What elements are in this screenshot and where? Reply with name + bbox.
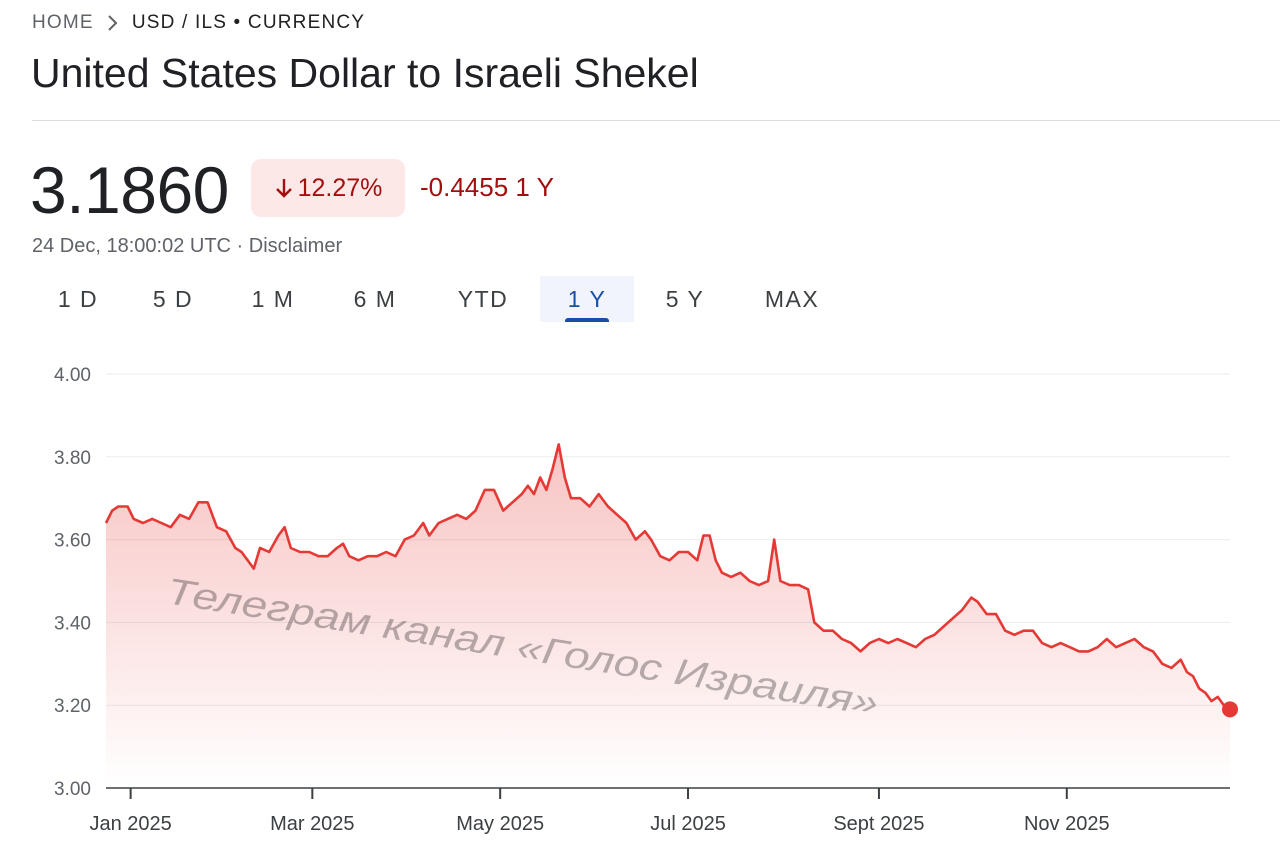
disclaimer-link[interactable]: Disclaimer bbox=[248, 235, 343, 257]
separator: · bbox=[231, 235, 249, 257]
range-tab-label: 1 D bbox=[57, 285, 99, 312]
page-title: United States Dollar to Israeli Shekel bbox=[31, 50, 699, 96]
x-tick-label: Mar 2025 bbox=[270, 813, 355, 835]
change-percent-badge: 12.27% bbox=[251, 159, 405, 217]
y-tick-label: 3.60 bbox=[54, 531, 91, 552]
range-tab-1y[interactable]: 1 Y bbox=[540, 276, 634, 322]
x-tick-label: Sept 2025 bbox=[833, 813, 924, 835]
breadcrumb: HOME USD / ILS • CURRENCY bbox=[32, 12, 365, 34]
range-tab-label: YTD bbox=[457, 285, 509, 312]
change-percent-value: 12.27% bbox=[297, 173, 383, 202]
y-tick-label: 3.40 bbox=[54, 613, 91, 634]
change-absolute: -0.4455 1 Y bbox=[420, 172, 554, 202]
quote-timestamp-row: 24 Dec, 18:00:02 UTC · Disclaimer bbox=[32, 235, 342, 258]
x-tick-label: Jan 2025 bbox=[89, 813, 171, 835]
range-tab-5y[interactable]: 5 Y bbox=[634, 276, 736, 322]
x-tick-label: May 2025 bbox=[456, 813, 544, 835]
x-tick-label: Nov 2025 bbox=[1024, 813, 1110, 835]
breadcrumb-current: USD / ILS • CURRENCY bbox=[131, 12, 366, 33]
active-tab-indicator bbox=[565, 318, 609, 322]
range-tab-label: 1 M bbox=[251, 285, 295, 312]
range-tab-1m[interactable]: 1 M bbox=[222, 276, 324, 322]
y-tick-label: 4.00 bbox=[54, 365, 91, 386]
range-tab-1d[interactable]: 1 D bbox=[32, 276, 124, 322]
y-tick-label: 3.20 bbox=[54, 696, 91, 717]
range-tab-ytd[interactable]: YTD bbox=[426, 276, 540, 322]
series-area bbox=[106, 444, 1230, 788]
price-chart[interactable]: 4.00 3.80 3.60 3.40 3.20 3.00 Jan 2025 Mar 2025… bbox=[0, 340, 1280, 849]
range-tab-5d[interactable]: 5 D bbox=[124, 276, 222, 322]
time-range-tabs: 1 D 5 D 1 M 6 M YTD 1 Y 5 Y MAX bbox=[32, 276, 848, 322]
divider bbox=[32, 120, 1280, 121]
range-tab-label: MAX bbox=[764, 285, 820, 312]
range-tab-max[interactable]: MAX bbox=[736, 276, 848, 322]
quote-timestamp: 24 Dec, 18:00:02 UTC bbox=[32, 235, 231, 257]
breadcrumb-home-link[interactable]: HOME bbox=[32, 12, 94, 33]
x-tick-label: Jul 2025 bbox=[650, 813, 726, 835]
y-tick-label: 3.80 bbox=[54, 448, 91, 469]
current-price: 3.1860 bbox=[30, 153, 229, 227]
y-tick-label: 3.00 bbox=[54, 779, 91, 800]
chevron-right-icon bbox=[106, 14, 118, 32]
arrow-down-icon bbox=[275, 179, 292, 198]
latest-point-marker bbox=[1222, 701, 1238, 718]
range-tab-6m[interactable]: 6 M bbox=[324, 276, 426, 322]
range-tab-label: 5 D bbox=[152, 285, 194, 312]
series-line bbox=[104, 443, 1231, 711]
range-tab-label: 5 Y bbox=[665, 285, 705, 312]
range-tab-label: 1 Y bbox=[567, 285, 607, 312]
range-tab-label: 6 M bbox=[353, 285, 397, 312]
